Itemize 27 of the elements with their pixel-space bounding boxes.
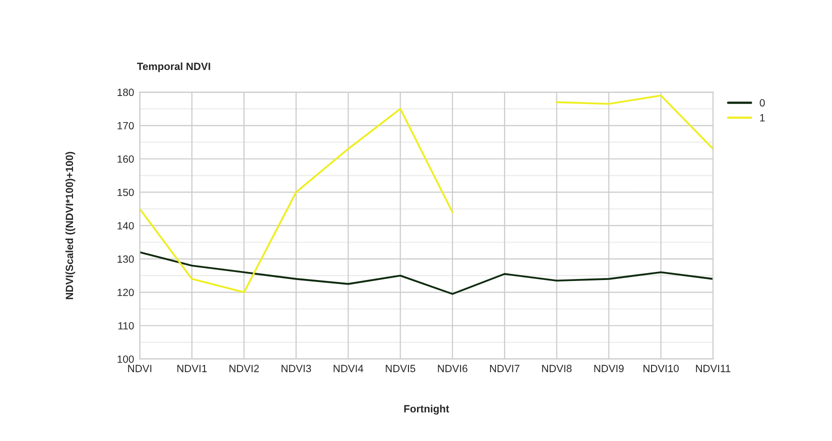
legend-label: 0	[760, 99, 765, 107]
x-tick-label: NDVI1	[177, 364, 207, 372]
x-tick-label: NDVI5	[386, 364, 416, 372]
y-tick-label: 130	[118, 255, 134, 263]
x-tick-label: NDVI6	[438, 364, 468, 372]
x-tick-label: NDVI9	[594, 364, 624, 372]
x-tick-label: NDVI11	[696, 364, 730, 372]
x-tick-label: NDVI8	[542, 364, 572, 372]
line-series	[140, 251, 714, 295]
y-tick-label: 170	[118, 122, 134, 130]
legend-label: 1	[760, 114, 765, 122]
x-tick-label: NDVI7	[490, 364, 520, 372]
x-tick-label: NDVI2	[230, 364, 259, 372]
y-tick-label: 120	[118, 288, 134, 296]
y-tick-label: 150	[118, 188, 134, 196]
x-tick-label: NDVI4	[334, 364, 364, 372]
y-tick-label: 100	[118, 355, 134, 363]
x-tick-label: NDVI	[128, 364, 152, 372]
y-tick-label: 110	[118, 322, 134, 330]
x-tick-label: NDVI10	[644, 364, 679, 372]
x-axis-title: Fortnight	[404, 404, 450, 415]
y-tick-label: 140	[118, 222, 134, 230]
y-tick-label: 180	[118, 88, 134, 96]
y-tick-label: 160	[118, 155, 134, 163]
y-axis-title: NDVI(Scaled ((NDVI*100)+100)	[65, 152, 76, 300]
chart-title: Temporal NDVI	[137, 62, 210, 72]
x-tick-label: NDVI3	[282, 364, 311, 372]
